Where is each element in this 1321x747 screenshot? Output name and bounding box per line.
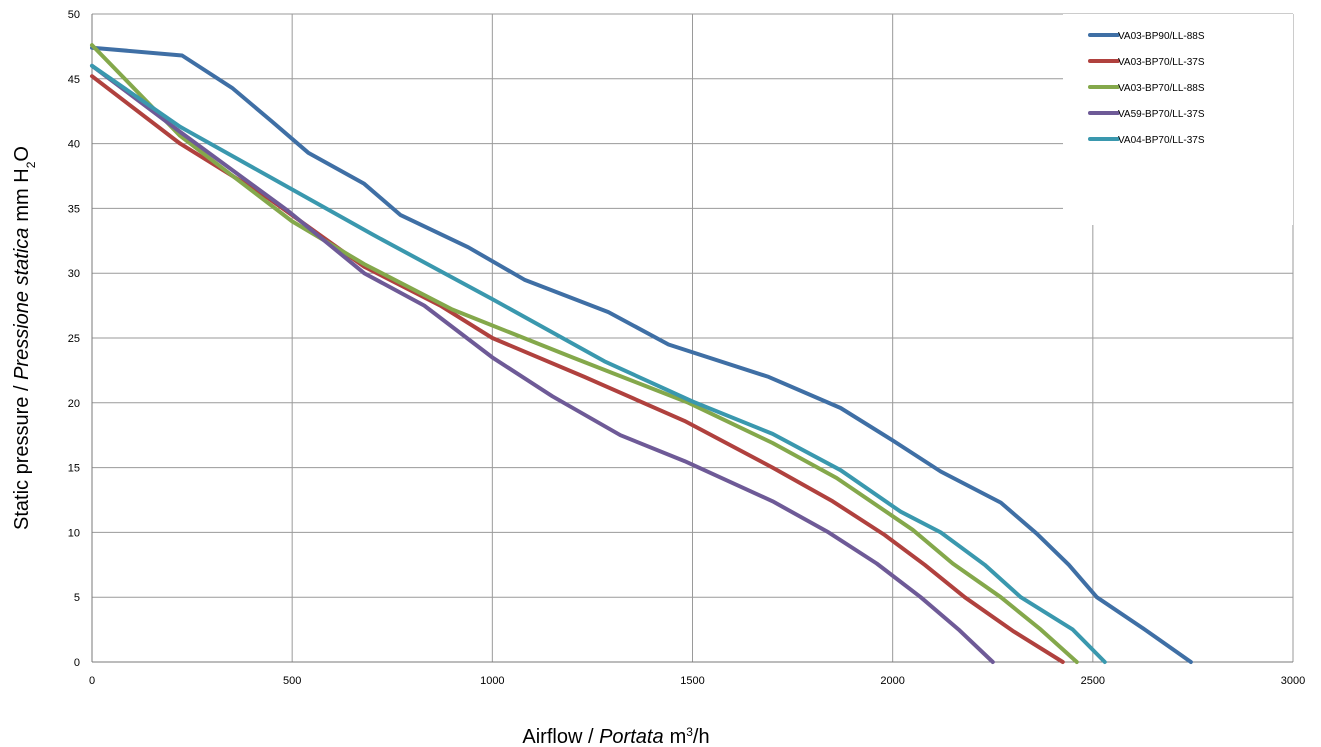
y-tick-label: 25 [68,333,80,345]
legend-box [1063,14,1293,225]
x-axis-title-unit-sup: 3 [686,725,693,739]
y-tick-label: 40 [68,139,80,151]
x-tick-label: 3000 [1281,675,1305,687]
y-axis-title-sep: / [11,380,33,397]
x-tick-label: 2500 [1081,675,1105,687]
series-line-2 [90,74,1065,664]
y-tick-label: 0 [74,657,80,669]
series-lines [90,43,1193,664]
x-axis-title: Airflow / Portata m3/h [522,725,709,747]
y-tick-label: 45 [68,74,80,86]
y-axis-title-unit: mm H [11,168,33,221]
series-line-3 [90,43,1079,664]
y-tick-label: 10 [68,527,80,539]
x-tick-label: 500 [283,675,301,687]
legend: VA03-BP90/LL-88S VA03-BP70/LL-37S VA03-BP7… [1063,14,1293,225]
series-line-5 [90,63,1107,664]
x-tick-label: 2000 [880,675,904,687]
x-axis-tick-labels: 0 500 1000 1500 2000 2500 3000 [89,675,1305,687]
y-axis-title-italic: Pressione statica [11,228,33,380]
series-line-1 [90,45,1193,664]
legend-label: VA03-BP70/LL-88S [1118,83,1205,94]
y-axis-title-unit-post: O [11,146,33,162]
series-line-4 [90,63,995,664]
x-tick-label: 0 [89,675,95,687]
x-axis-title-main: Airflow [522,726,583,747]
y-tick-label: 35 [68,203,80,215]
y-axis-title-main: Static pressure [11,397,33,530]
x-tick-label: 1500 [680,675,704,687]
legend-label: VA59-BP70/LL-37S [1118,109,1205,120]
x-axis-title-unit: m [670,726,687,747]
y-tick-label: 50 [68,9,80,21]
legend-label: VA03-BP70/LL-37S [1118,57,1205,68]
y-tick-label: 20 [68,398,80,410]
legend-label: VA03-BP90/LL-88S [1118,31,1205,42]
x-tick-label: 1000 [480,675,504,687]
y-tick-label: 5 [74,592,80,604]
y-axis-tick-labels: 0 5 10 15 20 25 30 35 40 45 50 [68,9,80,669]
legend-label: VA04-BP70/LL-37S [1118,135,1205,146]
y-axis-title-unit-sub: 2 [24,161,38,168]
y-tick-label: 15 [68,463,80,475]
y-axis-title: Static pressure / Pressione statica mm H2… [11,146,38,530]
x-axis-title-unit-post: /h [693,726,710,747]
x-axis-title-italic: Portata [599,726,663,747]
y-tick-label: 30 [68,268,80,280]
x-axis-title-sep: / [582,726,599,747]
